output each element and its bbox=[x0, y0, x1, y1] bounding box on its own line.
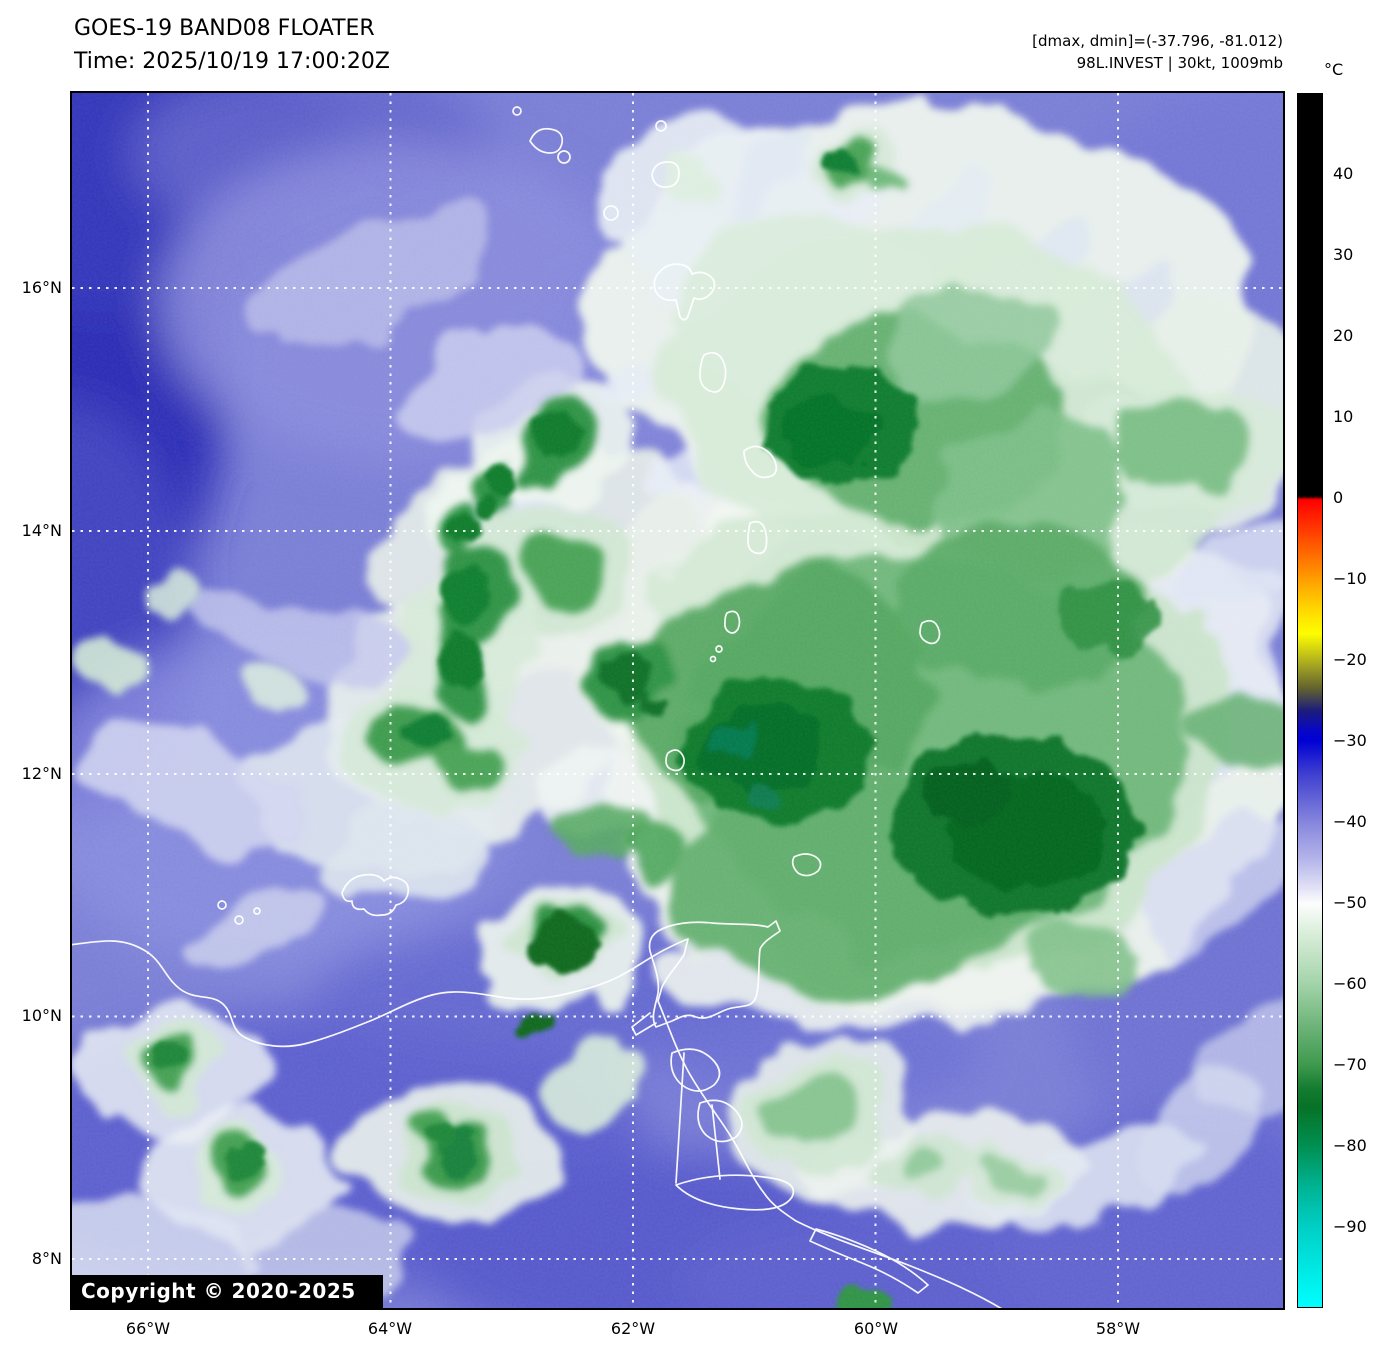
lat-tick-12n: 12°N bbox=[21, 764, 62, 783]
colorbar-tick-n70: −70 bbox=[1333, 1055, 1367, 1074]
colorbar-tick-n30: −30 bbox=[1333, 731, 1367, 750]
lon-tick-58w: 58°W bbox=[1095, 1319, 1141, 1338]
colorbar-tick-n40: −40 bbox=[1333, 812, 1367, 831]
colorbar-tick-n90: −90 bbox=[1333, 1217, 1367, 1236]
colorbar-tick-n20: −20 bbox=[1333, 650, 1367, 669]
colorbar-tick-30: 30 bbox=[1333, 245, 1354, 264]
temperature-colorbar bbox=[1297, 93, 1323, 1308]
colorbar-tick-n60: −60 bbox=[1333, 974, 1367, 993]
lon-tick-60w: 60°W bbox=[853, 1319, 899, 1338]
satellite-map: Copyright © 2020-2025 Dapiya bbox=[70, 91, 1285, 1336]
colorbar-unit-label: °C bbox=[1324, 60, 1344, 79]
image-noise-texture bbox=[72, 93, 1283, 1308]
lat-tick-14n: 14°N bbox=[21, 521, 62, 540]
lat-tick-16n: 16°N bbox=[21, 278, 62, 297]
copyright-badge: Copyright © 2020-2025 Dapiya bbox=[72, 1275, 383, 1336]
lat-tick-10n: 10°N bbox=[21, 1006, 62, 1025]
colorbar-tick-20: 20 bbox=[1333, 326, 1354, 345]
coastlines bbox=[72, 106, 1002, 1308]
colorbar-tick-n50: −50 bbox=[1333, 893, 1367, 912]
lon-tick-66w: 66°W bbox=[125, 1319, 171, 1338]
colorbar-tick-0: 0 bbox=[1333, 488, 1344, 507]
info-block: [dmax, dmin]=(-37.796, -81.012) 98L.INVE… bbox=[1032, 30, 1283, 74]
storm-info: 98L.INVEST | 30kt, 1009mb bbox=[1076, 54, 1283, 72]
page-title: GOES-19 BAND08 FLOATER bbox=[74, 16, 375, 41]
satellite-image bbox=[72, 93, 1283, 1308]
lon-tick-64w: 64°W bbox=[367, 1319, 413, 1338]
image-timestamp: Time: 2025/10/19 17:00:20Z bbox=[74, 49, 390, 74]
title-block: GOES-19 BAND08 FLOATER Time: 2025/10/19 … bbox=[74, 12, 390, 78]
colorbar-tick-40: 40 bbox=[1333, 164, 1354, 183]
gridlines bbox=[72, 93, 1283, 1308]
lat-tick-8n: 8°N bbox=[31, 1249, 62, 1268]
lon-tick-62w: 62°W bbox=[610, 1319, 656, 1338]
colorbar-tick-n80: −80 bbox=[1333, 1136, 1367, 1155]
dmax-dmin-readout: [dmax, dmin]=(-37.796, -81.012) bbox=[1032, 32, 1283, 50]
colorbar-tick-10: 10 bbox=[1333, 407, 1354, 426]
colorbar-tick-n10: −10 bbox=[1333, 569, 1367, 588]
